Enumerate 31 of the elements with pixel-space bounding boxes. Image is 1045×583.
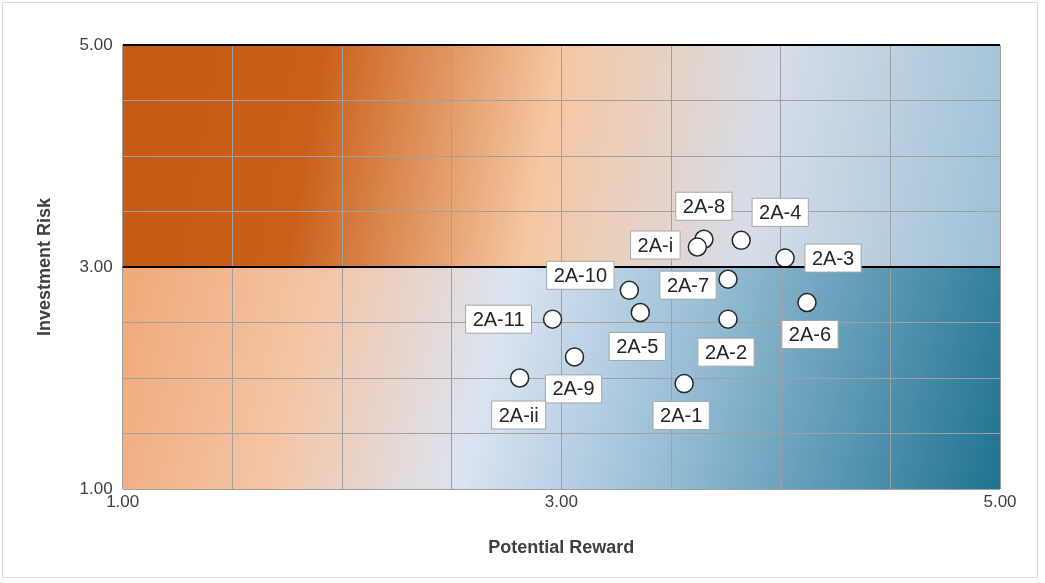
y-axis-title: Investment Risk [33,196,54,337]
annotation: 2A-6 [788,323,832,346]
point [775,248,795,268]
annotation: 2A-3 [811,246,855,269]
point [718,309,738,329]
annotation: 2A-4 [759,200,802,223]
annotation: 2A-10 [553,263,608,286]
y-tick-label: 3.00 [79,256,113,276]
x-axis-title: Potential Reward [488,537,635,558]
annotation: 2A-9 [552,377,595,400]
point [630,302,651,323]
annotation: 2A-2 [704,340,748,363]
point [731,230,751,251]
x-tick-label: 3.00 [544,491,578,511]
point [542,309,563,329]
annotation: 2A-5 [616,335,659,358]
point [718,269,738,289]
point [509,368,530,388]
point [619,280,640,301]
point [797,292,817,313]
y-tick-label: 5.00 [79,34,113,54]
x-tick-label: 5.00 [983,491,1017,511]
annotation: 2A-8 [682,194,726,217]
point [564,347,585,367]
point [687,237,708,257]
annotation: 2A-11 [472,307,525,330]
annotation: 2A-ii [498,403,539,426]
annotation: 2A-1 [660,404,703,427]
annotation: 2A-7 [666,273,710,296]
annotation: 2A-i [637,233,674,256]
point [674,373,694,394]
